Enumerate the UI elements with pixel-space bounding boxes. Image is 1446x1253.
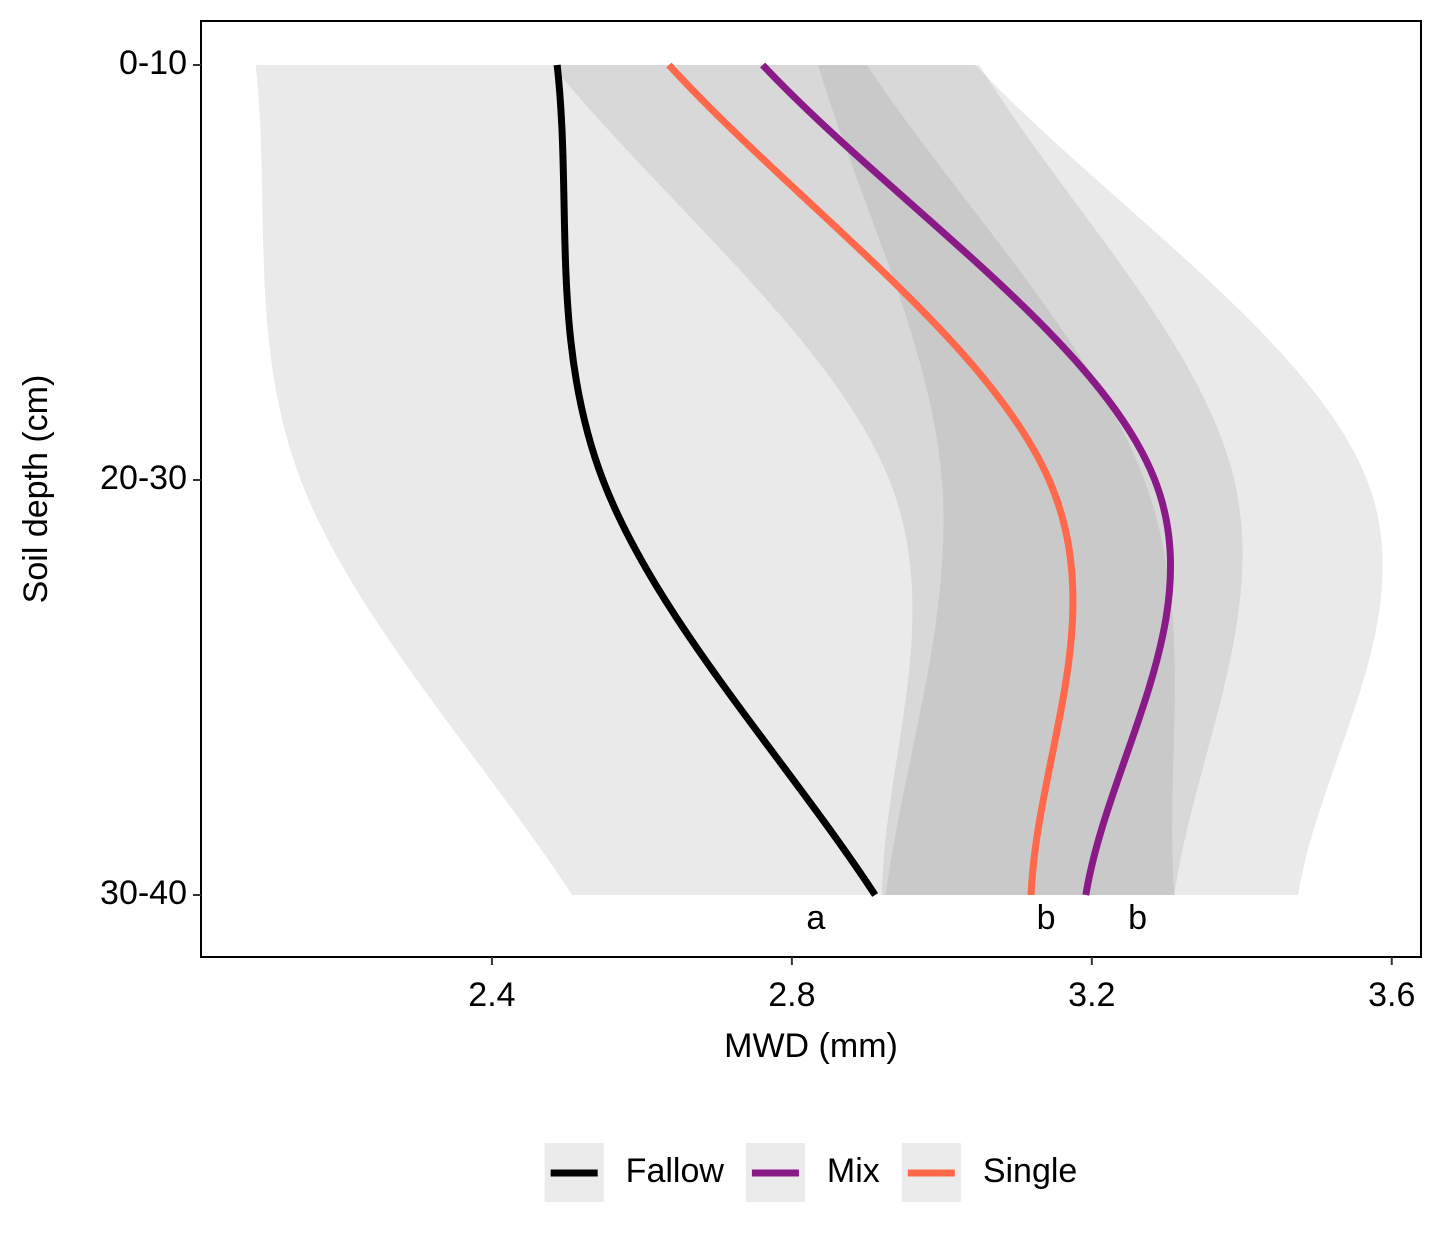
legend-label: Mix	[827, 1152, 880, 1190]
x-axis-title: MWD (mm)	[724, 1027, 898, 1065]
y-tick-label: 0-10	[119, 44, 187, 82]
x-tick-label: 3.6	[1368, 976, 1415, 1014]
y-tick-label: 20-30	[100, 459, 187, 497]
legend: Fallow Mix Single	[544, 1143, 1078, 1202]
confidence-band	[551, 65, 1175, 895]
annotation: a	[806, 899, 825, 937]
y-axis-title: Soil depth (cm)	[17, 375, 55, 604]
legend-item: Single	[901, 1143, 1078, 1202]
legend-item: Fallow	[544, 1143, 725, 1202]
series-line	[760, 62, 1174, 896]
series-line	[666, 62, 1077, 896]
x-tick-label: 3.2	[1068, 976, 1115, 1014]
legend-label: Fallow	[626, 1152, 725, 1190]
series-line	[553, 64, 879, 897]
plot-frame	[200, 20, 1422, 958]
annotation: b	[1037, 899, 1056, 937]
legend-item: Mix	[745, 1143, 880, 1202]
y-tick-label: 30-40	[100, 874, 187, 912]
legend-label: Single	[983, 1152, 1078, 1190]
x-tick-label: 2.4	[468, 976, 515, 1014]
x-tick-label: 2.8	[768, 976, 815, 1014]
confidence-band	[255, 65, 1383, 895]
annotation: b	[1128, 899, 1147, 937]
confidence-band	[818, 65, 1243, 895]
